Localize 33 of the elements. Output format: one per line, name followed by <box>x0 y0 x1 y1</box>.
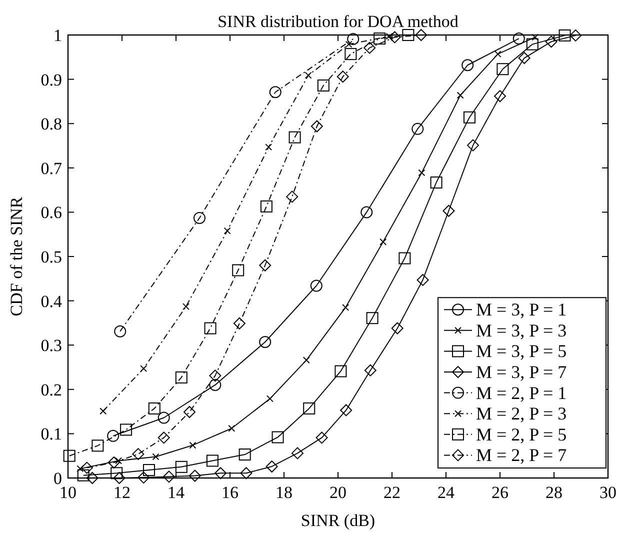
y-tick-label: 0.2 <box>40 380 62 400</box>
legend-label: M = 2, P = 1 <box>476 382 567 403</box>
x-tick-label: 20 <box>330 483 346 502</box>
y-tick-label: 0.4 <box>40 292 62 311</box>
x-tick-label: 26 <box>492 483 508 502</box>
legend-label: M = 3, P = 1 <box>476 300 567 320</box>
x-tick-label: 10 <box>60 483 76 502</box>
legend-label: M = 2, P = 5 <box>476 424 567 444</box>
y-tick-label: 0.1 <box>40 424 62 444</box>
x-tick-label: 18 <box>276 483 292 502</box>
x-tick-label: 28 <box>546 483 562 502</box>
y-tick-label: 0.6 <box>40 203 62 222</box>
y-tick-label: 0.3 <box>40 336 62 356</box>
x-tick-label: 16 <box>222 483 238 502</box>
legend-label: M = 3, P = 7 <box>476 362 567 382</box>
x-axis-title: SINR (dB) <box>300 511 376 530</box>
y-tick-label: 0.7 <box>40 158 62 178</box>
x-tick-label: 24 <box>438 483 455 502</box>
legend-label: M = 2, P = 3 <box>476 404 567 424</box>
legend-label: M = 2, P = 7 <box>476 445 567 466</box>
x-tick-label: 14 <box>168 483 185 502</box>
y-tick-label: 1 <box>54 26 62 45</box>
x-tick-label: 12 <box>114 483 130 502</box>
legend-label: M = 3, P = 3 <box>476 320 567 340</box>
y-tick-label: 0.8 <box>40 114 62 134</box>
y-tick-label: 0 <box>54 469 62 488</box>
y-tick-label: 0.5 <box>40 248 62 266</box>
x-tick-label: 22 <box>384 483 400 502</box>
legend-label: M = 3, P = 5 <box>476 341 567 362</box>
y-axis-title: CDF of the SINR <box>7 196 26 316</box>
x-tick-label: 30 <box>600 483 616 502</box>
y-tick-label: 0.9 <box>40 70 62 90</box>
chart-title: SINR distribution for DOA method <box>218 12 459 31</box>
